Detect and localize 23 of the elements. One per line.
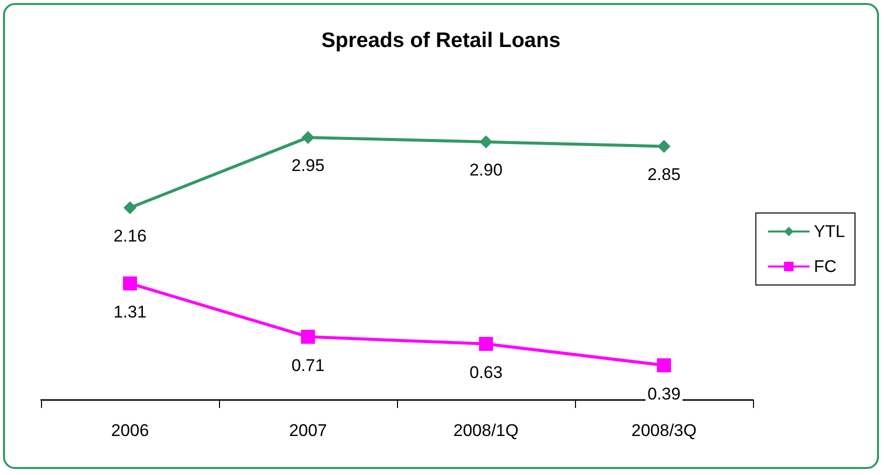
point [479,336,493,351]
chart-title: Spreads of Retail Loans [321,29,561,52]
point [301,330,315,344]
data-label: 0.63 [469,362,503,382]
data-label: 0.39 [647,384,681,404]
point [480,135,492,148]
data-label: 2.85 [647,164,681,184]
point [658,140,670,153]
legend-label: FC [814,257,836,276]
data-label: 2.90 [469,160,503,180]
point [124,201,136,214]
legend-label: YTL [814,222,846,241]
x-tick-label: 2008/1Q [453,421,519,440]
x-tick-label: 2006 [111,421,149,440]
data-label: 0.71 [291,356,325,375]
x-tick-label: 2008/3Q [631,421,697,440]
point [123,276,137,290]
point [302,130,314,144]
data-label: 1.31 [113,302,147,322]
x-tick-label: 2007 [289,421,327,440]
data-label: 2.95 [291,156,325,175]
data-label: 2.16 [113,226,147,246]
point [657,358,671,372]
